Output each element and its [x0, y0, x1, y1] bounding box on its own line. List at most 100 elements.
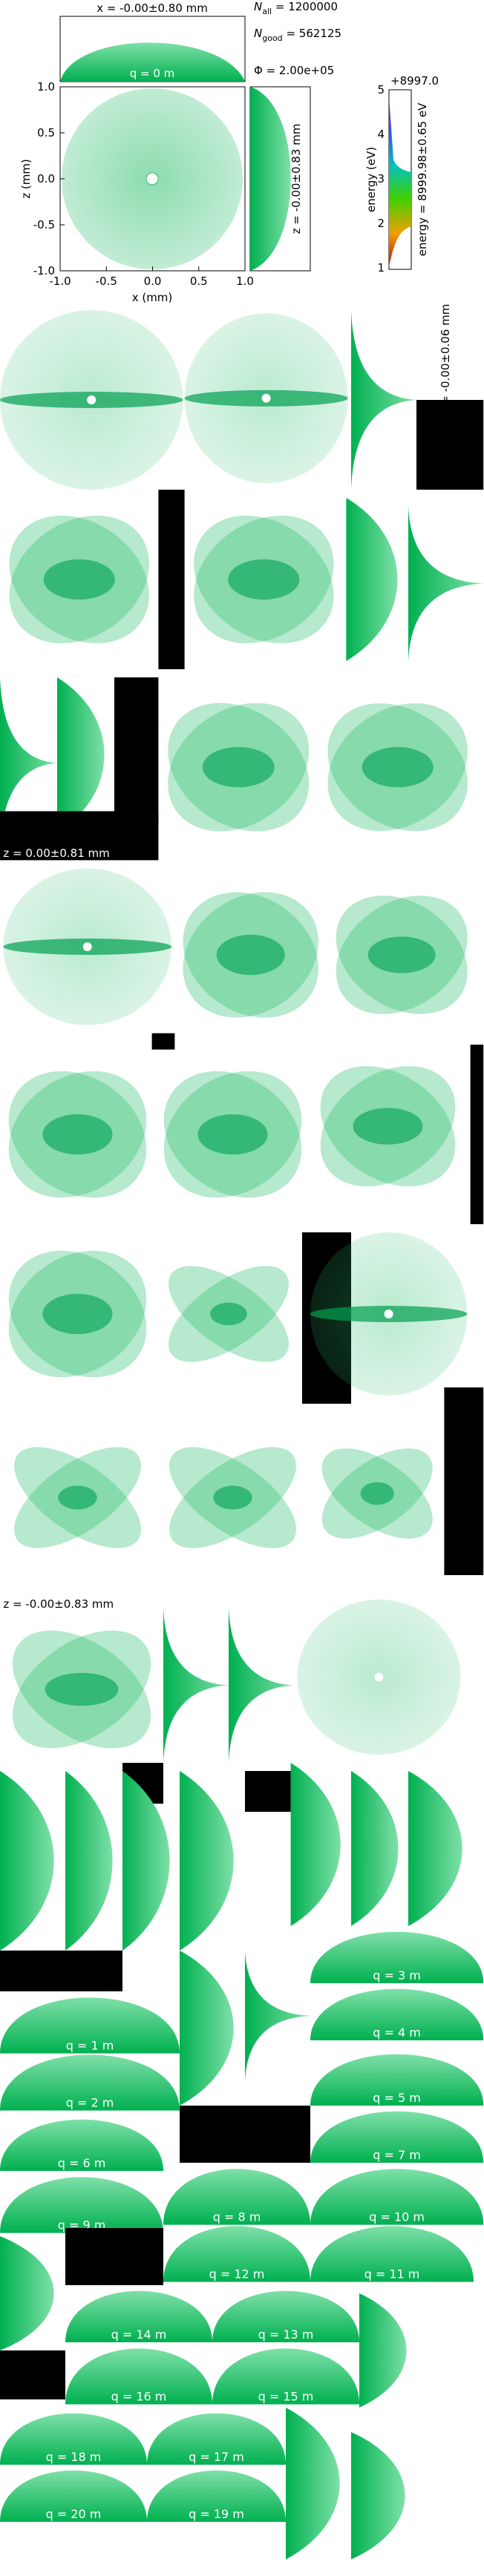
histogram: [0, 677, 57, 849]
q-label: q = 20 m: [46, 2507, 102, 2521]
blank-area: [245, 1771, 291, 1812]
z-tick-label: -1.0: [33, 264, 55, 277]
energy-tick-label: 4: [377, 128, 385, 141]
q-label: q = 17 m: [189, 2450, 244, 2464]
histogram: [0, 2470, 147, 2522]
center-hole: [374, 1672, 384, 1682]
center-hole: [82, 942, 92, 951]
beam-core: [43, 559, 115, 600]
z-tick-label: -0.5: [33, 218, 55, 231]
beam-core: [42, 1114, 113, 1155]
beam-core: [367, 936, 436, 973]
q-label: q = 13 m: [258, 2327, 314, 2342]
energy-tick-label: 1: [377, 261, 385, 275]
z-tick-label: 0.5: [37, 126, 55, 139]
histogram: [310, 2111, 484, 2163]
histogram: [290, 1763, 341, 1926]
beam-core: [353, 1108, 423, 1145]
symbol: N: [254, 0, 262, 13]
q-label: q = 6 m: [58, 2156, 106, 2170]
beam-core: [210, 1302, 247, 1326]
histogram: [0, 2236, 54, 2350]
blank-area: [416, 400, 484, 490]
histogram: [0, 2054, 180, 2111]
histogram: [351, 1771, 399, 1926]
q-label: q = 18 m: [46, 2450, 102, 2464]
q-label: q = 19 m: [189, 2507, 244, 2521]
beam-core: [197, 1114, 268, 1155]
blank-area: [0, 2350, 65, 2399]
histogram: [351, 310, 416, 490]
histogram: [0, 1771, 54, 1951]
q-label: q = 1 m: [66, 2039, 114, 2053]
histogram: [65, 2290, 212, 2342]
stat-label: energy = 8999.98±0.65 eV: [416, 102, 429, 256]
beam-core: [362, 746, 434, 788]
histogram: [60, 42, 245, 82]
stat-label: Ngood = 562125: [254, 27, 341, 43]
x-tick-label: 1.0: [236, 275, 254, 288]
histogram: [57, 677, 105, 832]
blank-area: [0, 1951, 122, 1991]
center-hole: [87, 395, 97, 404]
stat-label: Nall = 1200000: [254, 0, 338, 16]
subscript: good: [262, 33, 282, 43]
subscript: all: [262, 7, 272, 16]
value: = 562125: [283, 27, 341, 40]
energy-tick-label: 5: [377, 83, 385, 96]
blank-area: [151, 1033, 175, 1050]
q-label: q = 2 m: [66, 2096, 114, 2110]
x-tick-label: 0.5: [190, 275, 208, 288]
histogram: [310, 1931, 484, 1983]
stat-label: z = 0.00±0.81 mm: [3, 847, 109, 860]
energy-tick-label: 2: [377, 217, 385, 230]
symbol: N: [254, 27, 262, 40]
blank-area: [114, 677, 159, 824]
blank-area: [180, 2106, 310, 2163]
q-label: q = 10 m: [369, 2210, 425, 2224]
histogram: [212, 2290, 359, 2342]
histogram: [65, 2348, 212, 2405]
histogram: [310, 2169, 484, 2225]
energy-hist: [389, 96, 412, 267]
beam-core: [228, 559, 300, 600]
histogram: [310, 1988, 484, 2040]
histogram: [163, 2169, 310, 2225]
z-axis-label: z (mm): [19, 159, 33, 199]
stat-label: z = -0.00±0.06 mm: [439, 304, 452, 415]
histogram: [163, 1608, 229, 1763]
histogram: [147, 2413, 286, 2465]
x-tick-label: -0.5: [96, 275, 117, 288]
x-tick-label: -1.0: [49, 275, 71, 288]
histogram: [310, 2226, 474, 2282]
q-label: q = 8 m: [213, 2210, 261, 2224]
histogram: [245, 1951, 310, 2081]
q-label: q = 15 m: [258, 2390, 314, 2404]
x-tick-label: 0.0: [144, 275, 162, 288]
beam-core: [42, 1293, 113, 1335]
beam-core: [45, 1672, 119, 1706]
beam-core: [202, 746, 275, 788]
blank-area: [444, 1387, 484, 1575]
histogram: [359, 2293, 407, 2408]
histogram: [0, 1997, 180, 2054]
histogram: [250, 87, 291, 271]
q-label: q = 14 m: [111, 2327, 167, 2342]
x-axis-label: x (mm): [132, 291, 173, 304]
stat-label: z = -0.00±0.83 mm: [290, 124, 303, 234]
beam-core: [360, 1482, 394, 1505]
value: = 1200000: [272, 0, 338, 13]
z-tick-label: 0.0: [37, 172, 55, 185]
histogram: [0, 2119, 163, 2171]
histogram: [163, 2226, 310, 2282]
center-hole: [145, 172, 159, 185]
blank-area: [158, 490, 185, 669]
beam-core: [216, 934, 285, 976]
histogram: [180, 1951, 234, 2106]
q-label: q = 12 m: [209, 2267, 265, 2281]
q-label: q = 7 m: [373, 2148, 421, 2162]
histogram: [180, 1771, 234, 1951]
histogram: [408, 506, 484, 661]
center-hole: [384, 1310, 393, 1318]
